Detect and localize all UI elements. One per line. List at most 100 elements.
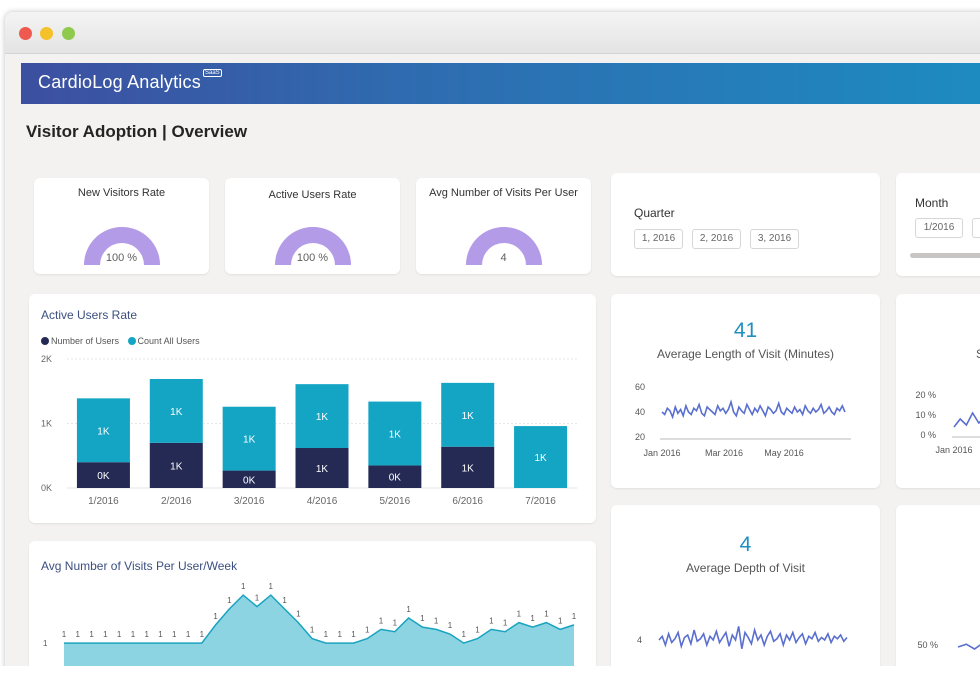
kpi-title: Active Users Rate xyxy=(268,189,357,201)
bar-data-label: 1K xyxy=(534,453,547,464)
bar-segment xyxy=(514,426,568,488)
bar-data-label: 1K xyxy=(243,435,256,446)
legend-label: Count All Users xyxy=(137,336,200,346)
gauge-chart xyxy=(465,227,542,265)
active-users-bar-chart: 0K 1K 2K 0K 1K 1/2016 1K 1K 2/2016 0K 1K 3/2016 1K 1K… xyxy=(41,354,577,507)
point-data-label: 1 xyxy=(144,630,149,639)
point-data-label: 1 xyxy=(393,619,398,628)
x-tick-label: May 2016 xyxy=(764,448,804,458)
point-data-label: 1 xyxy=(475,626,480,635)
minimize-window-button[interactable] xyxy=(40,27,53,40)
series-line xyxy=(661,399,846,420)
legend-item-count-all-users[interactable]: Count All Users xyxy=(127,336,200,346)
y-tick-label: 0 % xyxy=(920,430,936,440)
chart-title: Avg Number of Visits Per User/Week xyxy=(41,559,238,573)
point-data-label: 1 xyxy=(76,630,81,639)
gauge-chart xyxy=(83,227,160,265)
bar-segment xyxy=(295,384,349,449)
bar-segment xyxy=(441,382,495,447)
chart-subtitle: S xyxy=(976,347,980,361)
x-tick-label: 6/2016 xyxy=(452,496,483,507)
point-data-label: 1 xyxy=(200,630,205,639)
y-tick-label: 60 xyxy=(635,382,645,392)
gauge-fill xyxy=(274,227,351,265)
point-data-label: 1 xyxy=(310,626,315,635)
bar-segment xyxy=(149,378,203,443)
legend-item-number-of-users[interactable]: Number of Users xyxy=(41,336,119,346)
bar-data-label: 1K xyxy=(462,411,475,422)
point-data-label: 1 xyxy=(158,630,163,639)
slicer-option-q2[interactable]: 2, 2016 xyxy=(692,229,741,249)
point-data-label: 1 xyxy=(448,621,453,630)
legend-label: Number of Users xyxy=(51,336,120,346)
x-tick-label: Mar 2016 xyxy=(705,448,743,458)
x-tick-label: 3/2016 xyxy=(234,496,265,507)
page-bottom-margin xyxy=(0,666,980,678)
series-line xyxy=(957,643,980,650)
x-tick-label: 1/2016 xyxy=(88,496,119,507)
kpi-card-avg-visits[interactable]: Avg Number of Visits Per User 4 xyxy=(416,178,591,274)
quarter-slicer: Quarter 1, 2016 2, 2016 3, 2016 xyxy=(611,173,880,276)
point-data-label: 1 xyxy=(255,594,260,603)
point-data-label: 1 xyxy=(351,630,356,639)
slicer-scrollbar[interactable] xyxy=(910,253,980,258)
slicer-option-m2[interactable] xyxy=(972,218,980,238)
series-line xyxy=(658,626,848,650)
headline-value: 4 xyxy=(739,533,752,556)
y-tick-label: 10 % xyxy=(915,410,936,420)
area-line xyxy=(64,594,575,644)
active-users-rate-chart-card: Active Users Rate Number of Users Count … xyxy=(29,294,596,523)
legend-swatch xyxy=(41,337,49,345)
gauge-fill xyxy=(83,227,160,265)
point-data-label: 1 xyxy=(489,616,494,625)
point-data-label: 1 xyxy=(379,616,384,625)
bar-data-label: 1K xyxy=(462,463,475,474)
y-tick-label: 4 xyxy=(637,635,642,645)
slicer-option-q3[interactable]: 3, 2016 xyxy=(750,229,799,249)
point-data-label: 1 xyxy=(420,614,425,623)
point-data-label: 1 xyxy=(103,630,108,639)
kpi-value: 100 % xyxy=(296,252,329,264)
slicer-option-q1[interactable]: 1, 2016 xyxy=(634,229,683,249)
maximize-window-button[interactable] xyxy=(62,27,75,40)
bar-segment xyxy=(222,406,276,471)
brand-header: CardioLog Analytics SaaS xyxy=(21,63,980,104)
slicer-option-m1[interactable]: 1/2016 xyxy=(915,218,963,238)
close-window-button[interactable] xyxy=(19,27,32,40)
point-data-label: 1 xyxy=(544,610,549,619)
point-data-label: 1 xyxy=(213,612,218,621)
kpi-title: New Visitors Rate xyxy=(77,187,166,199)
bar-data-label: 1K xyxy=(316,412,329,423)
kpi-title: Avg Number of Visits Per User xyxy=(429,187,578,199)
slicer-title: Quarter xyxy=(634,206,675,220)
y-tick-label: 20 xyxy=(635,432,645,442)
bar-data-label: 0K xyxy=(243,475,256,486)
bar-segment xyxy=(76,462,130,488)
x-tick-label: Jan 2016 xyxy=(643,448,680,458)
bar-data-label: 1K xyxy=(170,461,183,472)
point-data-label: 1 xyxy=(558,616,563,625)
partial-metric-card-2: 50 % xyxy=(896,505,980,678)
point-data-label: 1 xyxy=(572,612,577,621)
kpi-card-new-visitors[interactable]: New Visitors Rate 100 % xyxy=(34,178,209,274)
slicer-title: Month xyxy=(915,196,949,210)
bar-data-label: 1K xyxy=(170,407,183,418)
bar-segment xyxy=(368,401,422,466)
gauge-chart xyxy=(274,227,351,265)
x-tick-label: 7/2016 xyxy=(525,496,556,507)
brand-name: CardioLog Analytics xyxy=(38,72,201,92)
point-data-label: 1 xyxy=(227,596,232,605)
avg-depth-line-chart: 4 xyxy=(637,626,848,650)
gauge-fill xyxy=(465,227,542,265)
y-tick-label: 40 xyxy=(635,407,645,417)
point-data-label: 1 xyxy=(296,610,301,619)
kpi-card-active-users[interactable]: Active Users Rate 100 % xyxy=(225,178,400,274)
chart-legend: Number of Users Count All Users xyxy=(41,336,206,346)
point-data-label: 1 xyxy=(530,614,535,623)
bar-segment xyxy=(149,442,203,488)
window-titlebar xyxy=(5,12,980,54)
area-fill xyxy=(64,595,574,676)
brand-badge: SaaS xyxy=(203,69,222,77)
